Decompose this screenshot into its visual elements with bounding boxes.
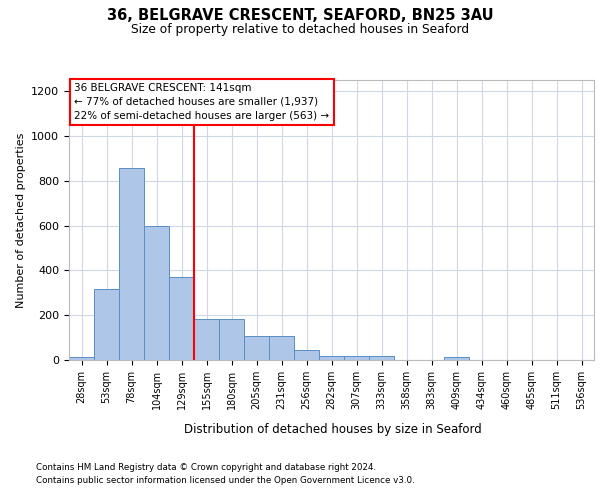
Bar: [294, 350, 319, 360]
Bar: [369, 356, 394, 360]
Text: Size of property relative to detached houses in Seaford: Size of property relative to detached ho…: [131, 22, 469, 36]
Bar: [344, 356, 369, 360]
Bar: [119, 168, 144, 360]
Text: 36, BELGRAVE CRESCENT, SEAFORD, BN25 3AU: 36, BELGRAVE CRESCENT, SEAFORD, BN25 3AU: [107, 8, 493, 22]
Bar: [319, 356, 344, 360]
Text: Contains public sector information licensed under the Open Government Licence v3: Contains public sector information licen…: [36, 476, 415, 485]
Text: Contains HM Land Registry data © Crown copyright and database right 2024.: Contains HM Land Registry data © Crown c…: [36, 462, 376, 471]
Text: 36 BELGRAVE CRESCENT: 141sqm
← 77% of detached houses are smaller (1,937)
22% of: 36 BELGRAVE CRESCENT: 141sqm ← 77% of de…: [74, 83, 329, 121]
Bar: [69, 356, 94, 360]
Y-axis label: Number of detached properties: Number of detached properties: [16, 132, 26, 308]
Bar: [219, 318, 244, 360]
Text: Distribution of detached houses by size in Seaford: Distribution of detached houses by size …: [184, 422, 482, 436]
Bar: [169, 277, 194, 360]
Bar: [94, 290, 119, 360]
Bar: [269, 336, 294, 360]
Bar: [444, 356, 469, 360]
Bar: [144, 226, 169, 360]
Bar: [194, 318, 219, 360]
Bar: [244, 336, 269, 360]
